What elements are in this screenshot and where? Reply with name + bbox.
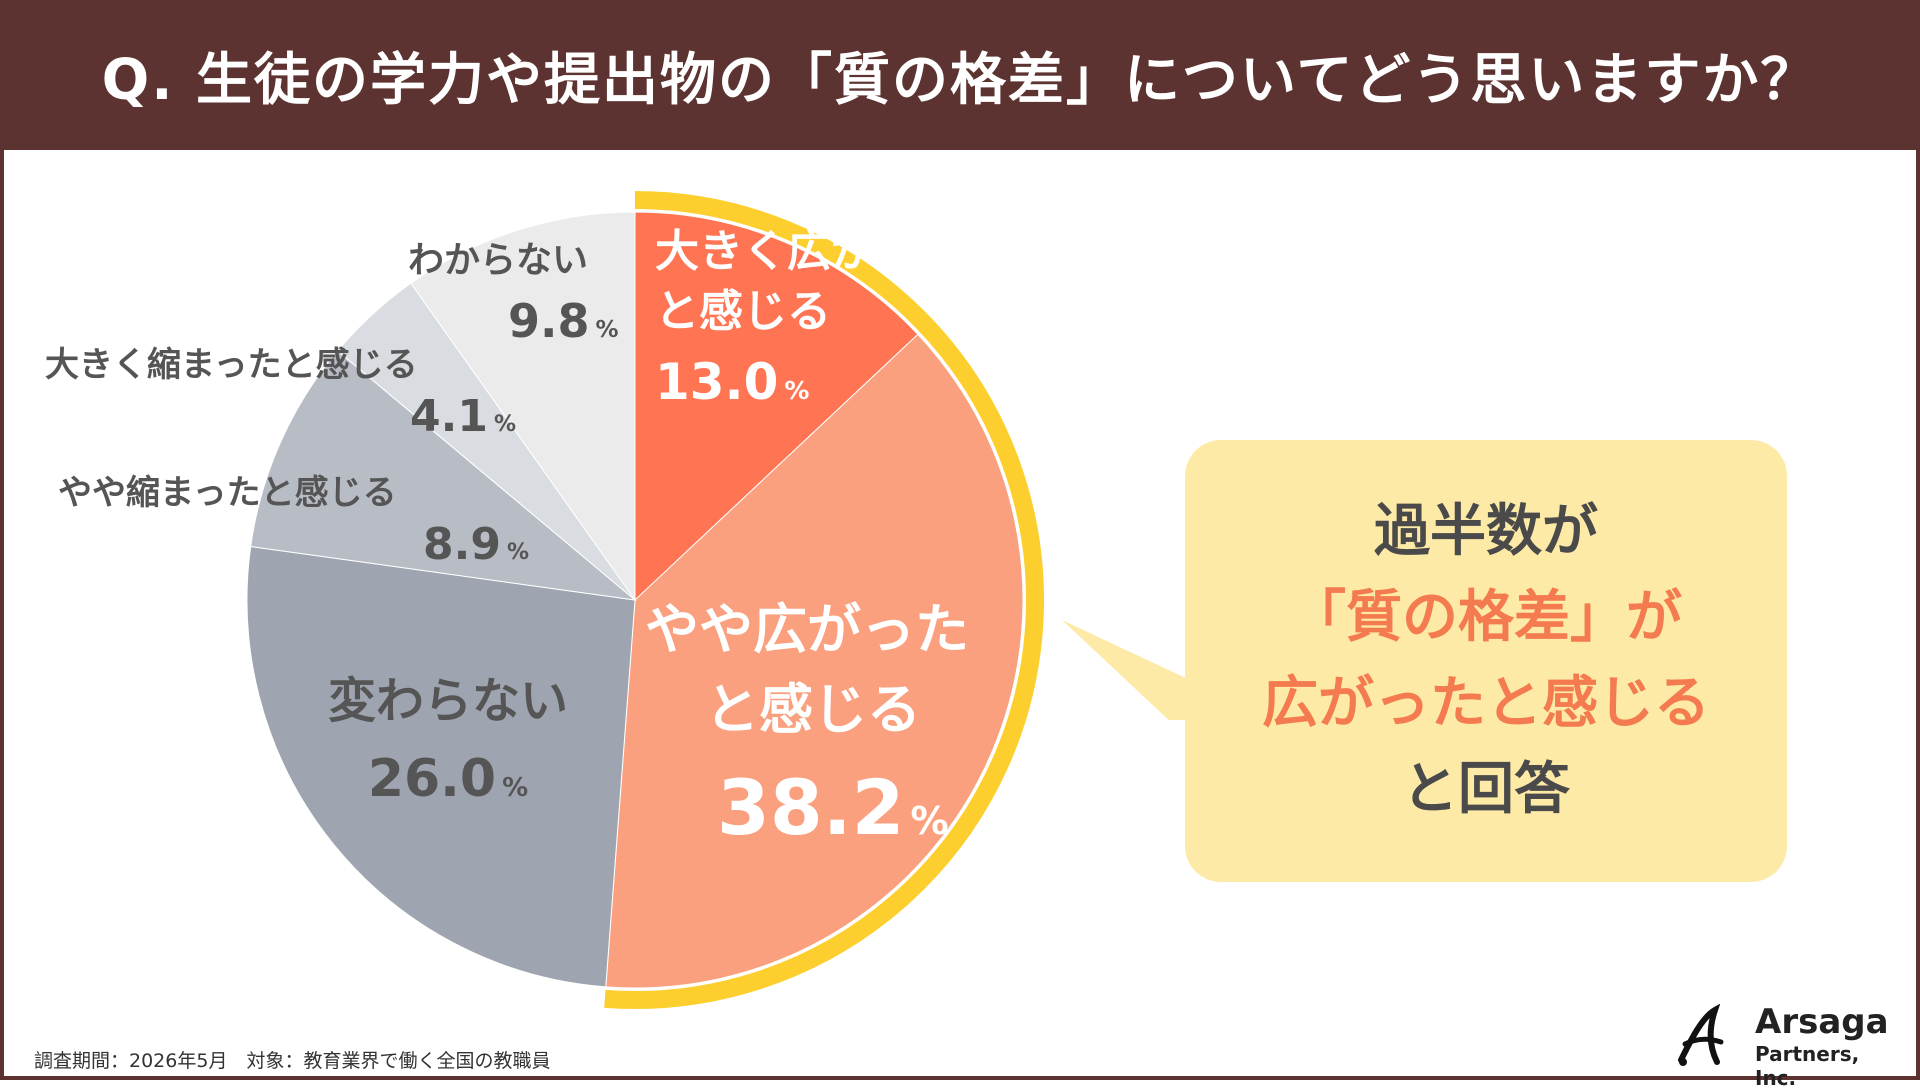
pie-slice-1	[605, 333, 1024, 989]
label-slightly-expanded: やや広がった と感じる 38.2%	[645, 590, 969, 861]
label-large-expanded-line1: 大きく広がった	[655, 226, 963, 277]
label-large-expanded: 大きく広がった と感じる 13.0%	[655, 222, 963, 421]
value-large-expanded-number: 13.0	[655, 353, 779, 411]
label-slightly-narrowed: やや縮まったと感じる 8.9%	[58, 470, 529, 576]
logo-subtitle: Partners, Inc.	[1755, 1042, 1860, 1090]
label-unknown: わからない 9.8%	[408, 236, 619, 355]
pie-slice-3	[250, 350, 637, 601]
label-large-narrowed: 大きく縮まったと感じる 4.1%	[45, 342, 516, 448]
pct-sign: %	[595, 317, 619, 343]
page-title: Q. 生徒の学力や提出物の「質の格差」についてどう思いますか？	[101, 47, 1819, 113]
survey-footnote: 調査期間：2026年5月 対象：教育業界で働く全国の教職員	[34, 1050, 551, 1072]
value-large-narrowed: 4.1%	[45, 394, 516, 448]
pie-chart	[246, 191, 1044, 1009]
pct-sign: %	[784, 376, 810, 405]
title-bar: Q. 生徒の学力や提出物の「質の格差」についてどう思いますか？	[0, 0, 1920, 150]
arsaga-logo-icon	[1678, 1004, 1724, 1066]
value-slightly-expanded-number: 38.2	[717, 763, 905, 852]
callout-line2: 「質の格差」が	[1290, 585, 1682, 650]
value-unknown: 9.8%	[408, 296, 619, 355]
logo-name: Arsaga	[1755, 1002, 1889, 1042]
callout-line1: 過半数が	[1374, 499, 1598, 564]
value-slightly-narrowed-number: 8.9	[423, 519, 501, 570]
label-large-expanded-line2: と感じる	[655, 286, 831, 337]
pie-slice-5	[410, 211, 636, 602]
pie-slice-0	[634, 211, 919, 602]
callout-line4: と回答	[1402, 757, 1570, 822]
callout-tail	[1062, 620, 1190, 720]
value-large-narrowed-number: 4.1	[410, 391, 488, 442]
label-slightly-expanded-line1: やや広がった	[645, 598, 969, 661]
pie-slice-2	[246, 545, 636, 988]
pct-sign: %	[493, 412, 516, 437]
company-logo: Arsaga Partners, Inc.	[1675, 1002, 1905, 1090]
label-slightly-narrowed-line1: やや縮まったと感じる	[58, 473, 397, 513]
label-large-narrowed-line1: 大きく縮まったと感じる	[45, 345, 418, 385]
value-unknown-number: 9.8	[508, 294, 590, 348]
label-unchanged: 変わらない 26.0%	[328, 668, 568, 821]
label-unchanged-line1: 変わらない	[328, 673, 569, 729]
callout-line3: 広がったと感じる	[1262, 671, 1710, 736]
highlight-arc	[604, 191, 1044, 1009]
value-large-expanded: 13.0%	[655, 352, 963, 421]
pct-sign: %	[910, 799, 949, 843]
value-unchanged: 26.0%	[328, 746, 568, 821]
pct-sign: %	[506, 540, 529, 565]
label-slightly-expanded-line2: と感じる	[705, 678, 921, 741]
pct-sign: %	[502, 773, 529, 803]
value-slightly-narrowed: 8.9%	[58, 522, 529, 576]
value-unchanged-number: 26.0	[367, 749, 497, 809]
callout-bubble: 過半数が 「質の格差」が 広がったと感じる と回答	[1185, 440, 1787, 882]
label-unknown-line1: わからない	[408, 240, 589, 281]
value-slightly-expanded: 38.2%	[645, 768, 969, 861]
